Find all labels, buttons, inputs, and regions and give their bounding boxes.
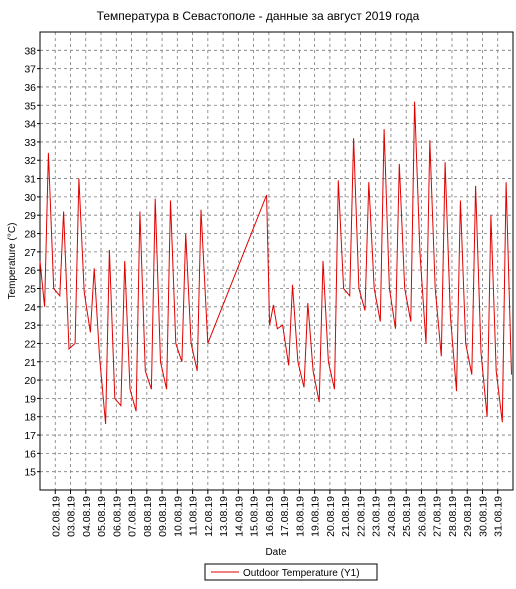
x-tick-label: 19.08.19 — [310, 496, 322, 537]
y-axis: 15 16 17 18 19 20 21 22 23 24 25 26 27 28 29 30 31 32 33 34… — [24, 45, 40, 479]
x-tick-label: 16.08.19 — [264, 496, 276, 537]
y-tick-label: 22 — [24, 338, 36, 350]
x-tick-label: 21.08.19 — [340, 496, 352, 537]
grid-lines — [40, 32, 513, 490]
legend-series-name: Outdoor Temperature (Y1) — [243, 568, 360, 579]
x-tick-label: 28.08.19 — [447, 496, 459, 537]
y-tick-label: 36 — [24, 82, 36, 94]
plot-area-frame — [39, 31, 514, 491]
x-tick-label: 08.08.19 — [142, 496, 154, 537]
y-tick-label: 21 — [24, 357, 36, 369]
y-tick-label: 34 — [24, 119, 36, 131]
y-tick-label: 38 — [24, 45, 36, 57]
x-tick-label: 18.08.19 — [294, 496, 306, 537]
y-tick-label: 23 — [24, 320, 36, 332]
x-tick-label: 06.08.19 — [111, 496, 123, 537]
y-tick-label: 24 — [24, 302, 36, 314]
y-tick-label: 31 — [24, 174, 36, 186]
x-tick-label: 14.08.19 — [233, 496, 245, 537]
x-tick-label: 02.08.19 — [50, 496, 62, 537]
legend-box — [204, 563, 378, 581]
legend: Outdoor Temperature (Y1) — [204, 563, 378, 581]
x-axis-label: Date — [265, 547, 287, 558]
x-tick-label: 09.08.19 — [157, 496, 169, 537]
outdoor-temperature-line — [39, 101, 512, 425]
y-tick-label: 33 — [24, 137, 36, 149]
y-tick-label: 29 — [24, 210, 36, 222]
x-tick-label: 24.08.19 — [386, 496, 398, 537]
x-tick-label: 22.08.19 — [355, 496, 367, 537]
x-tick-label: 27.08.19 — [432, 496, 444, 537]
chart-title: Температура в Севастополе - данные за ав… — [97, 9, 420, 23]
x-tick-label: 07.08.19 — [127, 496, 139, 537]
y-tick-label: 17 — [24, 430, 36, 442]
x-tick-label: 23.08.19 — [371, 496, 383, 537]
x-axis: 02.08.19 03.08.19 04.08.19 05.08.19 06.08.19… — [50, 490, 505, 537]
x-tick-label: 12.08.19 — [203, 496, 215, 537]
y-axis-label: Temperature (°C) — [7, 223, 18, 300]
y-tick-label: 37 — [24, 64, 36, 76]
y-tick-label: 27 — [24, 247, 36, 259]
x-tick-label: 17.08.19 — [279, 496, 291, 537]
y-tick-label: 20 — [24, 375, 36, 387]
y-tick-label: 30 — [24, 192, 36, 204]
y-tick-label: 28 — [24, 229, 36, 241]
x-tick-label: 25.08.19 — [401, 496, 413, 537]
x-tick-label: 31.08.19 — [493, 496, 505, 537]
x-tick-label: 15.08.19 — [249, 496, 261, 537]
y-tick-label: 25 — [24, 283, 36, 295]
x-tick-label: 03.08.19 — [66, 496, 78, 537]
y-tick-label: 35 — [24, 100, 36, 112]
y-tick-label: 26 — [24, 265, 36, 277]
y-tick-label: 15 — [24, 467, 36, 479]
y-tick-label: 16 — [24, 448, 36, 460]
x-tick-label: 26.08.19 — [416, 496, 428, 537]
y-tick-label: 19 — [24, 393, 36, 405]
x-tick-label: 11.08.19 — [188, 496, 200, 536]
x-tick-label: 10.08.19 — [172, 496, 184, 537]
x-tick-label: 13.08.19 — [218, 496, 230, 537]
x-tick-label: 30.08.19 — [477, 496, 489, 537]
x-tick-label: 04.08.19 — [81, 496, 93, 537]
x-tick-label: 29.08.19 — [462, 496, 474, 537]
y-tick-label: 32 — [24, 155, 36, 167]
x-tick-label: 20.08.19 — [325, 496, 337, 537]
y-tick-label: 18 — [24, 412, 36, 424]
x-tick-label: 05.08.19 — [96, 496, 108, 537]
